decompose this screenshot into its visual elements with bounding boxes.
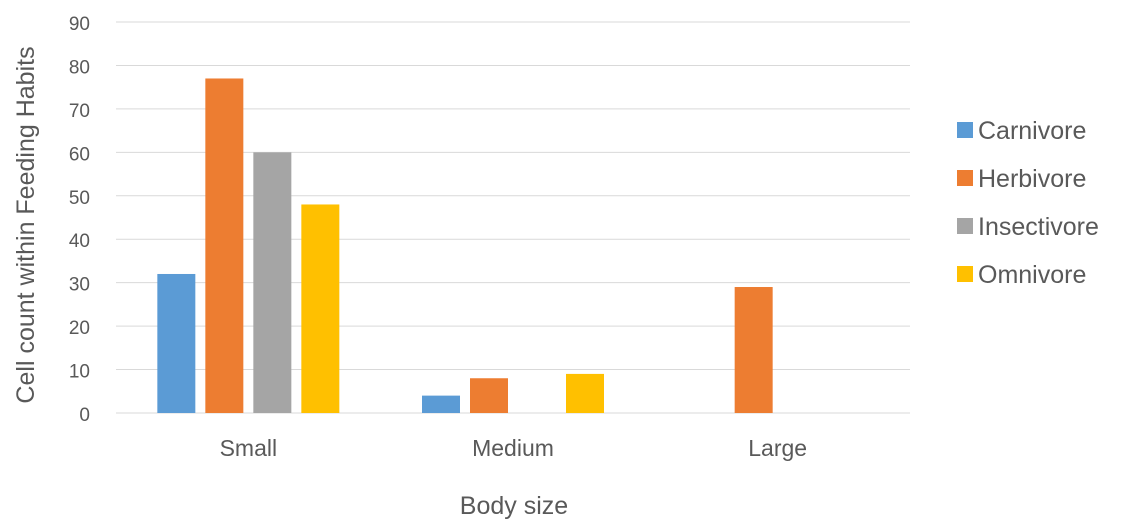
y-tick-label: 0 [79, 405, 90, 426]
bar-carnivore-medium [422, 395, 460, 413]
y-tick-label: 60 [69, 144, 90, 165]
y-tick-label: 70 [69, 101, 90, 122]
y-tick-label: 50 [69, 188, 90, 209]
gridlines [116, 21, 910, 414]
y-axis-label: Cell count within Feeding Habits [12, 46, 40, 403]
y-tick-label: 90 [69, 14, 90, 35]
legend-swatch-carnivore [957, 122, 973, 138]
y-tick-label: 80 [69, 57, 90, 78]
legend-swatch-insectivore [957, 218, 973, 234]
y-tick-label: 20 [69, 318, 90, 339]
bar-insectivore-small [253, 152, 292, 414]
y-axis-ticks: 0 10 20 30 40 50 60 70 80 90 [69, 14, 90, 426]
bar-omnivore-small [301, 204, 340, 413]
bar-herbivore-small [205, 78, 244, 413]
bar-herbivore-medium [470, 378, 508, 413]
legend-label-carnivore: Carnivore [978, 117, 1086, 145]
y-tick-label: 30 [69, 275, 90, 296]
x-axis-label: Body size [460, 492, 568, 520]
legend-swatch-herbivore [957, 170, 973, 186]
bar-carnivore-small [157, 273, 196, 413]
x-tick-label: Small [220, 435, 278, 461]
legend-label-insectivore: Insectivore [978, 213, 1099, 241]
bars [157, 78, 773, 414]
x-tick-label: Large [748, 435, 807, 461]
legend-swatch-omnivore [957, 266, 973, 282]
legend-label-omnivore: Omnivore [978, 261, 1086, 289]
x-tick-label: Medium [472, 435, 554, 461]
x-axis-ticks: Small Medium Large [220, 435, 808, 461]
bar-omnivore-medium [566, 373, 604, 413]
legend: Carnivore Herbivore Insectivore Omnivore [957, 117, 1099, 289]
bar-herbivore-large [734, 287, 773, 413]
y-tick-label: 40 [69, 231, 90, 252]
legend-label-herbivore: Herbivore [978, 165, 1086, 193]
y-tick-label: 10 [69, 362, 90, 383]
